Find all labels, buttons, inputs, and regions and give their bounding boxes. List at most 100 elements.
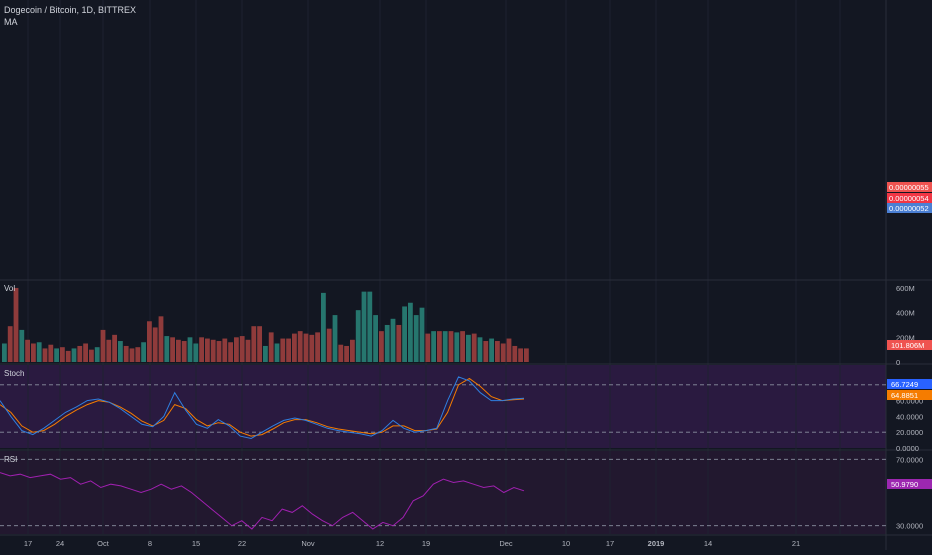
volume-bar xyxy=(518,348,523,362)
volume-bar xyxy=(141,342,146,362)
volume-bar xyxy=(303,333,309,362)
volume-bar xyxy=(425,333,431,362)
stoch-k-line xyxy=(0,376,525,440)
volume-bar xyxy=(326,328,332,362)
volume-bar xyxy=(77,345,83,362)
volume-bar xyxy=(210,339,216,362)
stoch-pane-background xyxy=(0,365,886,448)
volume-bar xyxy=(234,337,239,362)
volume-bar xyxy=(309,334,315,362)
volume-bar xyxy=(129,348,135,362)
volume-bar xyxy=(274,343,280,362)
x-tick-label: 21 xyxy=(792,539,800,548)
volume-bar xyxy=(187,337,193,362)
volume-bar xyxy=(123,345,129,362)
volume-bar xyxy=(413,315,419,362)
price-badge-label: 0.00000055 xyxy=(889,183,929,192)
x-tick-label: Dec xyxy=(499,539,513,548)
volume-bar xyxy=(164,336,170,362)
stoch-d-line xyxy=(0,377,525,437)
x-tick-label: 17 xyxy=(606,539,614,548)
stoch-tick-label: 40.0000 xyxy=(896,412,923,421)
volume-bar xyxy=(222,338,228,362)
volume-bar xyxy=(396,324,402,362)
x-tick-label: 19 xyxy=(422,539,430,548)
volume-bar xyxy=(315,332,320,362)
volume-bar xyxy=(384,324,390,362)
x-tick-label: 12 xyxy=(376,539,384,548)
volume-bar xyxy=(263,345,268,362)
volume-bar xyxy=(355,310,361,362)
volume-bar xyxy=(135,347,141,362)
stoch-k-badge-label: 66.7249 xyxy=(891,380,918,389)
stoch-k-badge xyxy=(887,379,932,389)
volume-bar xyxy=(152,327,158,362)
volume-bar xyxy=(106,339,112,362)
volume-bar xyxy=(448,331,454,362)
x-tick-label: 15 xyxy=(192,539,200,548)
volume-bar xyxy=(373,315,378,362)
volume-bar xyxy=(379,331,384,362)
volume-bar xyxy=(280,338,286,362)
volume-bar xyxy=(36,342,42,362)
volume-bar xyxy=(216,341,222,362)
x-tick-label: Oct xyxy=(97,539,110,548)
price-badge xyxy=(887,203,932,213)
volume-bar xyxy=(176,339,181,362)
volume-bar xyxy=(477,337,483,362)
volume-bar xyxy=(170,337,175,362)
volume-bar xyxy=(71,348,77,362)
stoch-tick-label: 60.0000 xyxy=(896,397,923,406)
rsi-tick-label: 30.0000 xyxy=(896,522,923,531)
volume-bar xyxy=(419,307,425,362)
x-tick-label: Nov xyxy=(301,539,315,548)
volume-badge xyxy=(887,340,932,350)
volume-bar xyxy=(338,344,344,362)
x-tick-label: 22 xyxy=(238,539,246,548)
volume-bar xyxy=(54,348,59,362)
volume-bar xyxy=(460,331,465,362)
volume-tick-label: 600M xyxy=(896,284,915,293)
volume-bar xyxy=(239,336,245,362)
price-badge xyxy=(887,182,932,192)
volume-bar xyxy=(228,342,233,362)
stoch-tick-label: 0.0000 xyxy=(896,444,919,453)
volume-bar xyxy=(100,329,106,362)
volume-bar xyxy=(251,326,257,362)
volume-bar xyxy=(297,331,303,362)
volume-bar xyxy=(112,334,117,362)
volume-bar xyxy=(25,339,30,362)
volume-tick-label: 400M xyxy=(896,309,915,318)
rsi-pane-label: RSI xyxy=(4,455,18,464)
rsi-line xyxy=(0,472,525,530)
volume-bar xyxy=(147,321,152,362)
volume-bar xyxy=(332,315,338,362)
volume-bar xyxy=(471,333,477,362)
volume-bar xyxy=(390,318,396,362)
volume-bar xyxy=(13,287,19,362)
volume-bar xyxy=(495,341,500,362)
volume-bar xyxy=(286,338,291,362)
x-tick-label: 10 xyxy=(562,539,570,548)
volume-bar xyxy=(158,316,164,362)
volume-bar xyxy=(19,329,25,362)
volume-tick-label: 0 xyxy=(896,358,900,367)
volume-bar xyxy=(506,338,512,362)
rsi-badge xyxy=(887,479,932,489)
volume-bar xyxy=(321,292,326,362)
price-badge-label: 0.00000052 xyxy=(889,204,929,213)
x-tick-label: 24 xyxy=(56,539,64,548)
stoch-d-badge-label: 64.8851 xyxy=(891,391,918,400)
volume-bar xyxy=(524,348,529,362)
volume-bar xyxy=(118,341,123,362)
x-tick-label: 2019 xyxy=(648,539,665,548)
volume-bar xyxy=(42,348,48,362)
volume-badge-label: 101.806M xyxy=(891,341,924,350)
volume-bar xyxy=(350,339,355,362)
price-badge xyxy=(887,193,932,203)
volume-bar xyxy=(60,347,65,362)
volume-bar xyxy=(83,343,88,362)
volume-bar xyxy=(489,338,494,362)
